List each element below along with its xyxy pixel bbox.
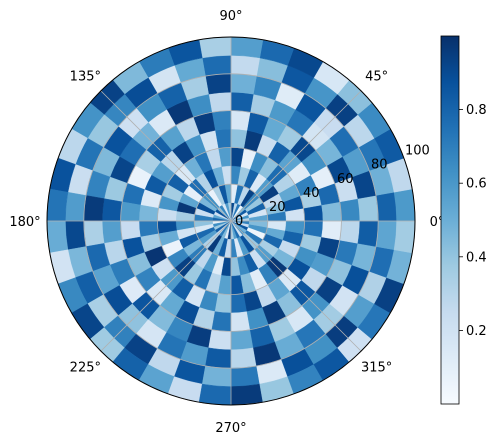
heatmap-cell <box>101 220 123 244</box>
heatmap-cell <box>339 220 361 244</box>
heatmap-cell <box>230 73 257 95</box>
heatmap-cell <box>230 383 264 406</box>
radial-tick-label: 60 <box>337 172 354 187</box>
angular-tick-label: 225° <box>70 361 101 376</box>
heatmap-cell <box>211 311 232 332</box>
heatmap-cell <box>120 201 141 222</box>
angular-tick-label: 90° <box>219 9 242 24</box>
heatmap-cell <box>321 201 342 222</box>
angular-tick-label: 45° <box>365 69 388 84</box>
heatmap-cell <box>230 36 264 59</box>
heatmap-cell <box>83 220 105 247</box>
angular-tick-label: 180° <box>9 215 40 230</box>
heatmap-cell <box>208 91 232 113</box>
heatmap-cell <box>321 220 342 241</box>
heatmap-cell <box>120 220 141 241</box>
heatmap-cell <box>202 365 232 387</box>
angular-tick-label: 135° <box>70 69 101 84</box>
heatmap-cell <box>230 365 260 387</box>
heatmap-cell <box>202 55 232 77</box>
heatmap-cell <box>208 329 232 351</box>
angular-tick-label: 270° <box>215 421 246 436</box>
radial-tick-label: 0 <box>235 214 243 229</box>
heatmap-cell <box>230 347 257 369</box>
heatmap-cell <box>339 198 361 222</box>
radial-tick-label: 20 <box>269 200 286 215</box>
angular-gridline <box>230 220 362 352</box>
heatmap-cell <box>230 55 260 77</box>
heatmap-cell <box>230 311 251 332</box>
angular-tick-labels: 0°45°90°135°180°225°270°315° <box>9 9 444 436</box>
colorbar-tick-label: 0.4 <box>466 250 487 265</box>
heatmap-cell <box>375 220 397 250</box>
radial-tick-label: 80 <box>371 158 388 173</box>
heatmap-cell <box>230 110 251 131</box>
radial-tick-label: 100 <box>405 144 430 159</box>
polar-frame <box>46 36 416 406</box>
heatmap-cell <box>375 192 397 222</box>
heatmap-cell <box>198 383 232 406</box>
heatmap-cell <box>393 188 416 222</box>
colorbar: 0.2 0.4 0.6 0.8 <box>440 35 487 405</box>
colorbar-tick-label: 0.2 <box>466 324 487 339</box>
heatmap-cell <box>65 220 87 250</box>
angular-tick-label: 315° <box>361 361 392 376</box>
angular-gridline <box>100 90 232 222</box>
angular-gridline <box>100 220 232 352</box>
heatmap-cell <box>46 188 69 222</box>
colorbar-tick-label: 0.8 <box>466 103 487 118</box>
heatmap-cell <box>357 195 379 222</box>
heatmap-cell <box>198 36 232 59</box>
heatmap-cell <box>46 220 69 254</box>
heatmap-cell <box>357 220 379 247</box>
polar-grid <box>46 36 416 406</box>
heatmap-cell <box>230 329 254 351</box>
heatmap-cell <box>65 192 87 222</box>
heatmap-cell <box>393 220 416 254</box>
heatmap-cell <box>83 195 105 222</box>
heatmap-cell <box>230 91 254 113</box>
angular-gridline <box>230 90 362 222</box>
colorbar-gradient <box>440 35 460 405</box>
radial-tick-labels: 0 20 40 60 80 100 <box>235 144 430 229</box>
colorbar-tick-label: 0.6 <box>466 177 487 192</box>
heatmap-cell <box>205 73 232 95</box>
heatmap-cell <box>211 110 232 131</box>
heatmap-cell <box>101 198 123 222</box>
radial-tick-label: 40 <box>303 186 320 201</box>
heatmap-cell <box>205 347 232 369</box>
